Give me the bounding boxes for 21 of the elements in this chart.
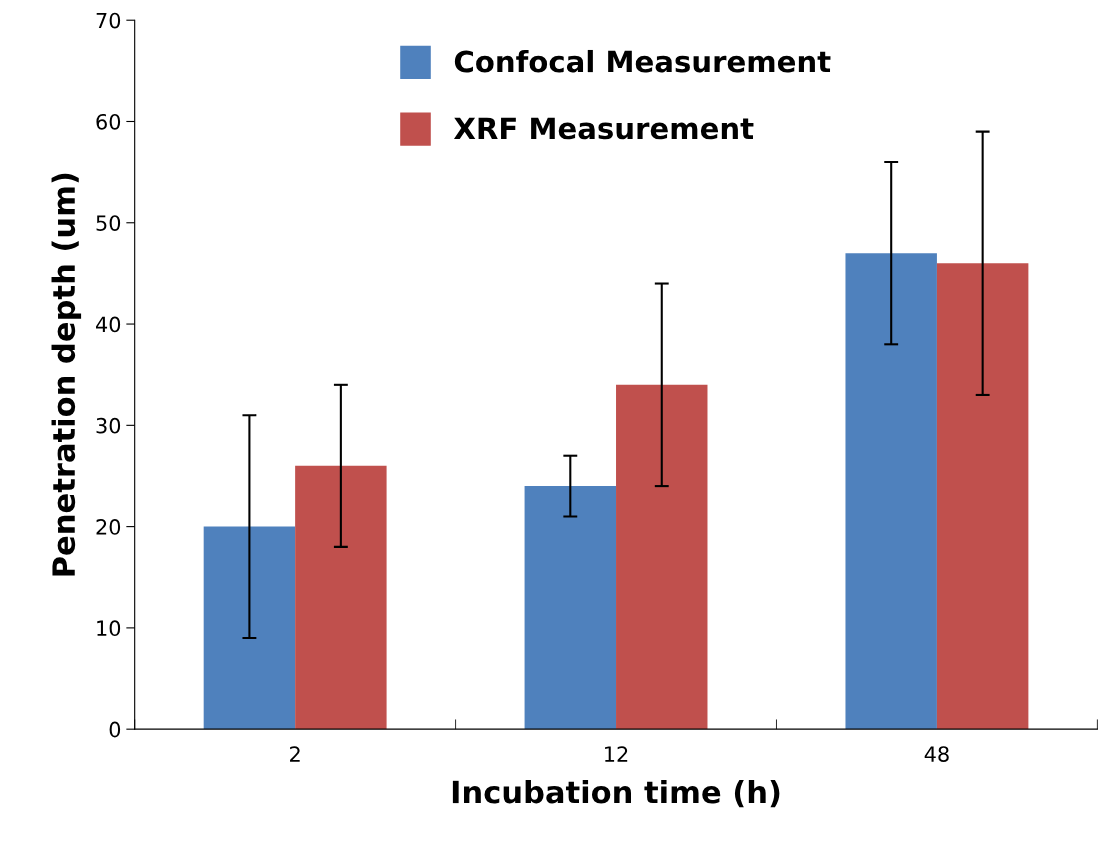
y-tick-label: 50 <box>96 215 121 231</box>
bar <box>616 384 708 730</box>
y-axis-title: Penetration depth (um) <box>51 173 82 576</box>
x-tick-label: 12 <box>605 746 628 762</box>
x-axis-title: Incubation time (h) <box>452 779 780 808</box>
x-tick-label: 2 <box>290 746 300 762</box>
bar <box>295 465 387 730</box>
bar <box>936 263 1029 730</box>
bar <box>845 253 937 730</box>
y-tick-label: 0 <box>109 721 121 738</box>
legend-label: XRF Measurement <box>453 117 754 140</box>
y-tick-label: 20 <box>96 519 121 535</box>
x-tick-label: 48 <box>924 746 949 762</box>
y-tick-label: 70 <box>96 12 121 29</box>
y-tick-label: 40 <box>96 316 121 333</box>
bar <box>524 486 617 730</box>
bar <box>203 526 296 730</box>
y-tick-label: 10 <box>97 620 121 637</box>
legend-label: Confocal Measurement <box>454 49 831 73</box>
y-tick-label: 60 <box>96 113 121 130</box>
y-tick-label: 30 <box>96 417 121 434</box>
